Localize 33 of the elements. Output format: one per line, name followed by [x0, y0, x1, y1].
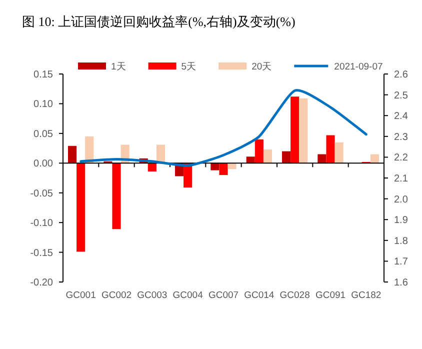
y2-tick-label: 2.6 — [394, 70, 408, 80]
y-tick-label: 0.10 — [34, 99, 54, 110]
x-tick-label: GC007 — [208, 290, 239, 301]
legend-label: 1天 — [111, 62, 126, 72]
x-tick-label: GC004 — [172, 290, 203, 301]
y2-tick-label: 2.3 — [394, 132, 408, 143]
y-tick-label: 0.05 — [34, 128, 54, 140]
y2-tick-label: 1.9 — [394, 215, 408, 226]
legend-label: 5天 — [181, 62, 197, 72]
y-tick-label: -0.15 — [30, 248, 54, 259]
x-tick-label: GC028 — [280, 290, 310, 301]
x-tick-label: GC002 — [101, 290, 132, 301]
legend-label: 20天 — [252, 62, 272, 72]
y-tick-label: 0.15 — [34, 70, 54, 80]
x-tick-label: GC182 — [351, 290, 382, 301]
y2-tick-label: 2.1 — [394, 174, 408, 184]
y2-tick-label: 1.7 — [394, 256, 408, 268]
y-tick-label: -0.05 — [30, 188, 54, 200]
y-tick-label: -0.20 — [30, 278, 54, 288]
y2-tick-label: 1.8 — [394, 236, 408, 247]
x-tick-label: GC003 — [137, 290, 168, 301]
x-tick-label: GC014 — [244, 290, 274, 301]
x-tick-label: GC091 — [315, 290, 346, 301]
legend-label: 2021-09-07 — [334, 62, 383, 72]
x-tick-label: GC001 — [66, 290, 96, 301]
y2-tick-label: 2.5 — [394, 90, 408, 102]
y2-tick-label: 1.6 — [394, 278, 408, 288]
chart-title: 图 10: 上证国债逆回购收益率(%,右轴)及变动(%) — [22, 14, 296, 29]
y2-tick-label: 2.4 — [394, 111, 408, 122]
y2-tick-label: 2.0 — [394, 194, 408, 206]
y-tick-label: 0.00 — [34, 158, 54, 170]
y2-tick-label: 2.2 — [394, 152, 408, 164]
y-tick-label: -0.10 — [30, 218, 54, 230]
